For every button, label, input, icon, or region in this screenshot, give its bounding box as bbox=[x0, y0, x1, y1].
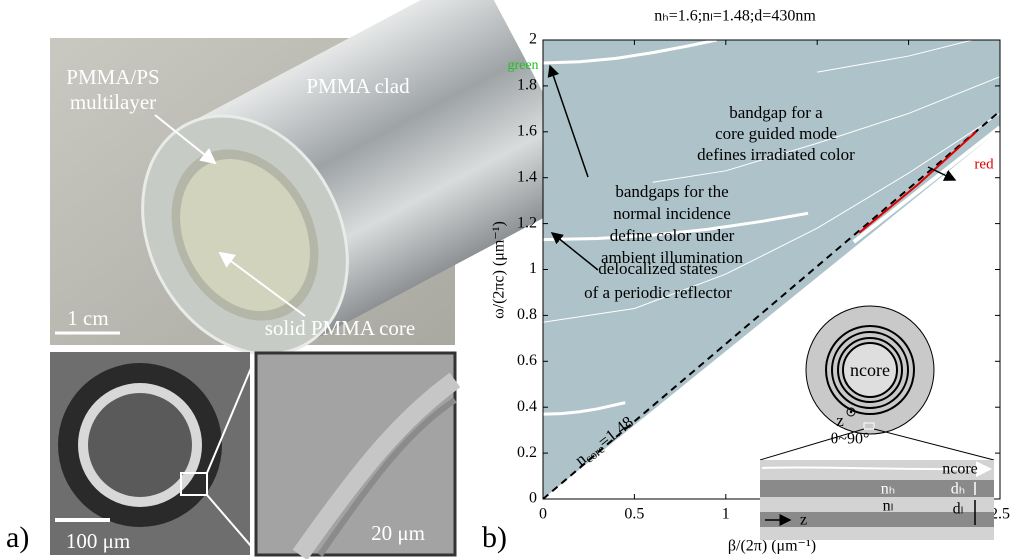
inset-label: ncore bbox=[850, 360, 890, 380]
panel-label: b) bbox=[482, 521, 507, 554]
scale-bar-label: 20 μm bbox=[371, 521, 425, 545]
figure: PMMA/PS multilayer PMMA clad solid PMMA … bbox=[0, 0, 1020, 559]
annotation: defines irradiated color bbox=[697, 145, 855, 164]
page: {"figure": { "panel_a": {"label": "a)", … bbox=[0, 0, 1020, 559]
annotation: bandgaps for the bbox=[615, 182, 728, 201]
annotation: define color under bbox=[610, 226, 735, 245]
inset-label: z bbox=[800, 512, 807, 529]
y-tick-label: 0.4 bbox=[517, 398, 537, 415]
annotation: delocalized states bbox=[598, 259, 717, 278]
annotation: green bbox=[507, 58, 538, 73]
y-tick-label: 0.2 bbox=[517, 444, 537, 461]
photo-bottom-right: 20 μm bbox=[256, 353, 455, 555]
photo-label: multilayer bbox=[70, 90, 156, 114]
inset-label: dₕ bbox=[951, 481, 965, 498]
photo-bottom-left: 100 μm bbox=[50, 352, 257, 555]
annotation: red bbox=[974, 156, 994, 172]
y-tick-label: 1.6 bbox=[517, 122, 537, 139]
y-tick-label: 1 bbox=[529, 260, 537, 277]
scale-bar-label: 1 cm bbox=[67, 306, 108, 330]
inset-label: dₗ bbox=[953, 501, 964, 518]
y-tick-label: 1.4 bbox=[517, 168, 537, 185]
annotation: normal incidence bbox=[613, 204, 731, 223]
annotation: bandgap for a bbox=[729, 103, 823, 122]
x-tick-label: 1 bbox=[722, 506, 730, 523]
annotation: of a periodic reflector bbox=[584, 283, 732, 302]
x-tick-label: 0.5 bbox=[624, 506, 644, 523]
y-tick-label: 1.8 bbox=[517, 77, 537, 94]
scale-bar-label: 100 μm bbox=[66, 529, 130, 553]
y-tick-label: 0 bbox=[529, 490, 537, 507]
x-axis-label: β/(2π) (μm⁻¹) bbox=[728, 538, 816, 555]
chart-title: nₕ=1.6;nₗ=1.48;d=430nm bbox=[654, 8, 816, 25]
y-tick-label: 2 bbox=[529, 31, 537, 48]
y-axis-label: ω/(2πc) (μm⁻¹) bbox=[491, 221, 508, 319]
photo-label: solid PMMA core bbox=[265, 316, 416, 340]
photo-label: PMMA clad bbox=[306, 74, 410, 98]
y-tick-label: 0.6 bbox=[517, 352, 537, 369]
inset-label: ncore bbox=[942, 461, 978, 478]
x-tick-label: 0 bbox=[539, 506, 547, 523]
inset-label: nₕ bbox=[881, 481, 895, 498]
y-tick-label: 1.2 bbox=[517, 214, 537, 231]
inset-label: θ~90° bbox=[831, 431, 870, 448]
inset: ncore z θ~90° ncore nₕ dₕ nₗ dₗ z bbox=[760, 306, 994, 540]
y-tick-label: 0.8 bbox=[517, 306, 537, 323]
annotation: core guided mode bbox=[715, 124, 837, 143]
photo-label: PMMA/PS bbox=[66, 65, 159, 89]
inset-label: nₗ bbox=[883, 498, 894, 515]
inset-label: z bbox=[836, 411, 844, 430]
panel-label: a) bbox=[6, 521, 29, 554]
